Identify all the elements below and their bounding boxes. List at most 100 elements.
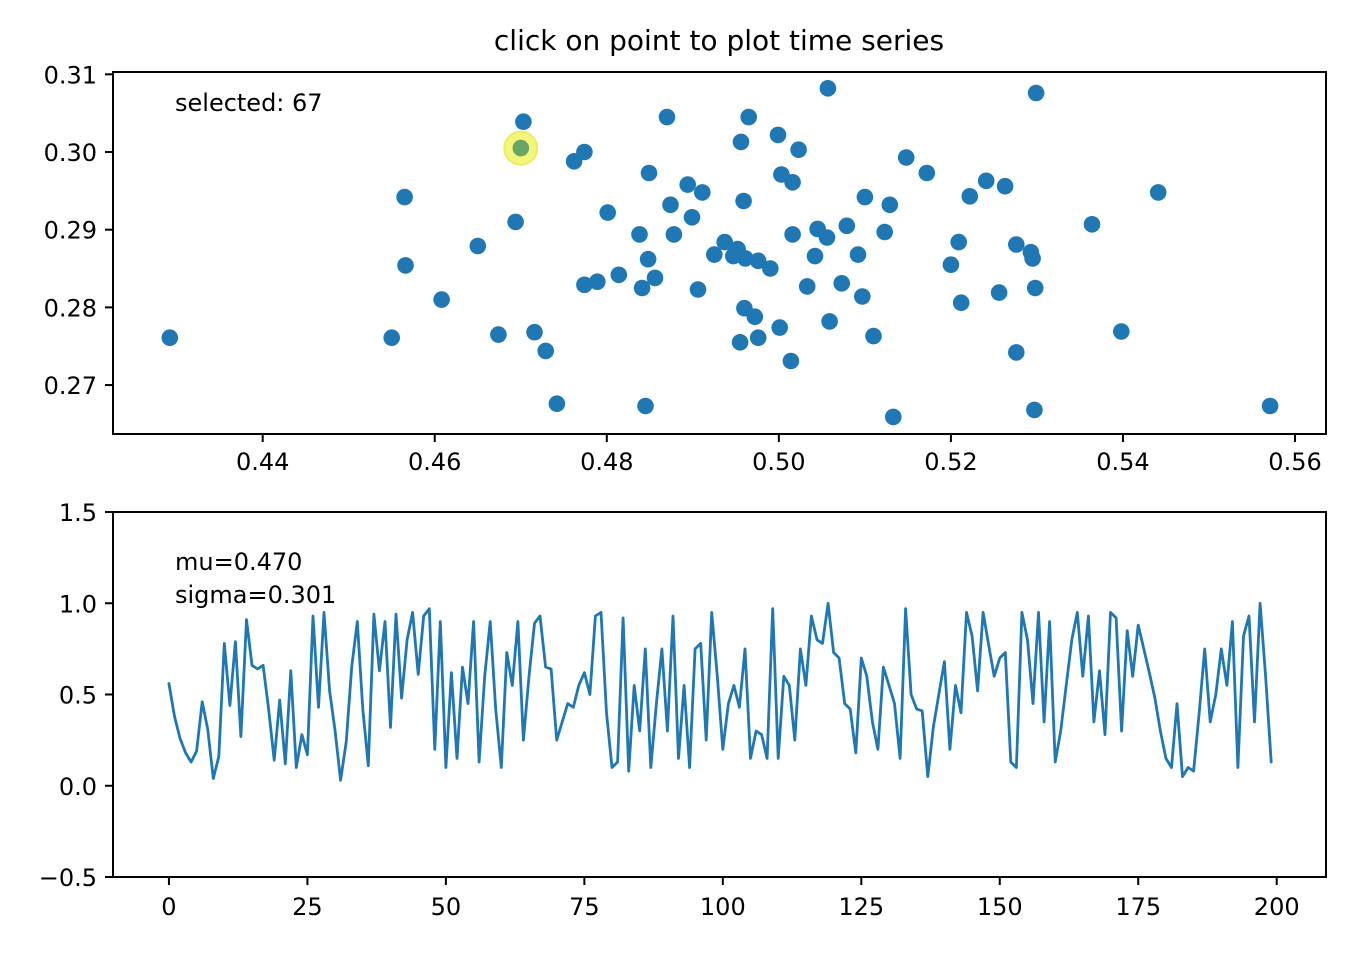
- scatter-point[interactable]: [631, 226, 648, 243]
- scatter-point[interactable]: [548, 395, 566, 413]
- scatter-point[interactable]: [639, 250, 657, 268]
- scatter-point[interactable]: [784, 226, 801, 243]
- scatter-point[interactable]: [469, 237, 487, 255]
- scatter-points[interactable]: [161, 80, 1279, 426]
- scatter-point[interactable]: [731, 334, 749, 351]
- scatter-point[interactable]: [790, 141, 807, 158]
- scatter-point[interactable]: [640, 164, 658, 182]
- figure-title: click on point to plot time series: [494, 24, 944, 57]
- scatter-point[interactable]: [746, 308, 764, 326]
- scatter-point[interactable]: [1113, 323, 1130, 340]
- scatter-y-tick-label: 0.27: [44, 372, 97, 400]
- timeseries-x-tick-label: 0: [161, 893, 176, 921]
- scatter-point[interactable]: [918, 164, 936, 182]
- scatter-point[interactable]: [732, 133, 750, 151]
- scatter-point[interactable]: [798, 278, 816, 295]
- scatter-point[interactable]: [1261, 397, 1279, 415]
- scatter-point[interactable]: [854, 288, 871, 305]
- scatter-point[interactable]: [161, 329, 179, 347]
- scatter-point[interactable]: [610, 266, 628, 284]
- scatter-point[interactable]: [683, 209, 701, 226]
- scatter-point[interactable]: [952, 294, 970, 312]
- scatter-point[interactable]: [876, 223, 893, 241]
- selected-annotation: selected: 67: [175, 89, 323, 117]
- timeseries-x-tick-label: 25: [292, 893, 323, 921]
- scatter-point[interactable]: [996, 177, 1014, 195]
- scatter-point[interactable]: [784, 174, 801, 191]
- scatter-point[interactable]: [694, 184, 711, 201]
- scatter-point[interactable]: [806, 247, 824, 265]
- selected-point[interactable]: [512, 139, 530, 157]
- scatter-point[interactable]: [507, 213, 524, 231]
- scatter-point[interactable]: [576, 276, 593, 294]
- scatter-point[interactable]: [383, 329, 401, 347]
- scatter-point[interactable]: [396, 188, 413, 206]
- scatter-point[interactable]: [537, 342, 554, 360]
- scatter-point[interactable]: [1149, 184, 1167, 201]
- scatter-point[interactable]: [961, 188, 979, 205]
- scatter-point[interactable]: [1027, 84, 1045, 102]
- scatter-point[interactable]: [658, 108, 676, 126]
- scatter-point[interactable]: [833, 275, 850, 292]
- scatter-point[interactable]: [942, 256, 960, 274]
- scatter-point[interactable]: [771, 319, 788, 336]
- scatter-point[interactable]: [599, 204, 616, 221]
- scatter-point[interactable]: [749, 329, 767, 347]
- scatter-point[interactable]: [865, 327, 882, 345]
- scatter-point[interactable]: [633, 279, 651, 297]
- scatter-point[interactable]: [821, 313, 838, 330]
- scatter-y-tick-label: 0.31: [44, 61, 97, 89]
- scatter-point[interactable]: [1024, 250, 1041, 267]
- scatter-point[interactable]: [662, 196, 679, 214]
- scatter-point[interactable]: [881, 196, 899, 214]
- timeseries-x-tick-label: 125: [838, 893, 884, 921]
- scatter-point[interactable]: [740, 108, 757, 126]
- scatter-point[interactable]: [490, 326, 507, 343]
- scatter-point[interactable]: [838, 217, 856, 235]
- scatter-point[interactable]: [526, 323, 543, 341]
- scatter-x-tick-label: 0.56: [1268, 448, 1321, 476]
- timeseries-y-tick-label: 1.5: [59, 499, 97, 527]
- scatter-point[interactable]: [990, 284, 1008, 301]
- scatter-point[interactable]: [397, 257, 414, 274]
- timeseries-x-tick-label: 50: [431, 893, 462, 921]
- scatter-point[interactable]: [885, 408, 902, 426]
- scatter-point[interactable]: [849, 246, 867, 263]
- scatter-point[interactable]: [1008, 236, 1025, 253]
- selected-point-marker[interactable]: [503, 130, 539, 166]
- scatter-point[interactable]: [706, 246, 723, 263]
- scatter-point[interactable]: [1026, 279, 1044, 297]
- scatter-point[interactable]: [433, 291, 450, 308]
- scatter-point[interactable]: [689, 281, 707, 298]
- scatter-x-tick-label: 0.48: [580, 448, 633, 476]
- scatter-point[interactable]: [646, 269, 664, 287]
- scatter-point[interactable]: [735, 192, 752, 210]
- scatter-point[interactable]: [679, 176, 696, 193]
- scatter-point[interactable]: [950, 233, 967, 251]
- scatter-point[interactable]: [637, 397, 654, 415]
- scatter-point[interactable]: [977, 172, 995, 190]
- scatter-point[interactable]: [749, 252, 767, 270]
- scatter-point[interactable]: [737, 250, 754, 267]
- scatter-x-ticks: 0.44 0.46 0.48 0.50 0.52 0.54 0.56: [236, 434, 1322, 476]
- scatter-point[interactable]: [1026, 401, 1043, 419]
- timeseries-line: [167, 601, 1273, 782]
- sigma-annotation: sigma=0.301: [175, 581, 336, 609]
- scatter-point[interactable]: [589, 273, 606, 291]
- scatter-point[interactable]: [1083, 216, 1101, 233]
- scatter-y-ticks: 0.31 0.30 0.29 0.28 0.27: [44, 61, 113, 400]
- scatter-point[interactable]: [762, 260, 779, 277]
- scatter-point[interactable]: [716, 233, 733, 251]
- scatter-point[interactable]: [856, 188, 874, 206]
- scatter-point[interactable]: [565, 153, 583, 170]
- scatter-point[interactable]: [782, 352, 800, 370]
- scatter-point[interactable]: [769, 126, 787, 144]
- scatter-point[interactable]: [818, 229, 836, 246]
- scatter-point[interactable]: [897, 149, 915, 166]
- scatter-point[interactable]: [819, 80, 837, 97]
- timeseries-x-ticks: 0 25 50 75 100 125 150 175 200: [161, 877, 1300, 921]
- scatter-point[interactable]: [1008, 344, 1025, 361]
- scatter-point[interactable]: [665, 226, 683, 243]
- scatter-point[interactable]: [515, 113, 532, 130]
